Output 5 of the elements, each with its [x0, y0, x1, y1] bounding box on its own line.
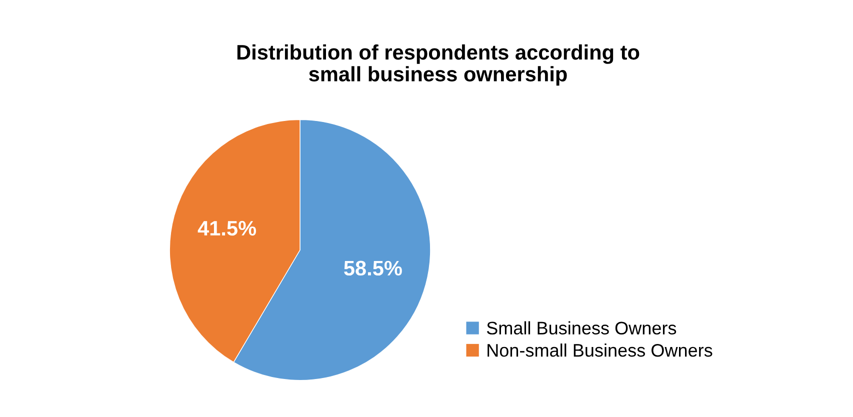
legend-label: Small Business Owners	[486, 321, 676, 335]
data-label: 58.5%	[344, 260, 402, 276]
legend-label: Non-small Business Owners	[488, 344, 712, 357]
chart-title: Distribution of respondents according to small business ownership	[237, 44, 640, 86]
data-label: 41.5%	[198, 220, 256, 236]
